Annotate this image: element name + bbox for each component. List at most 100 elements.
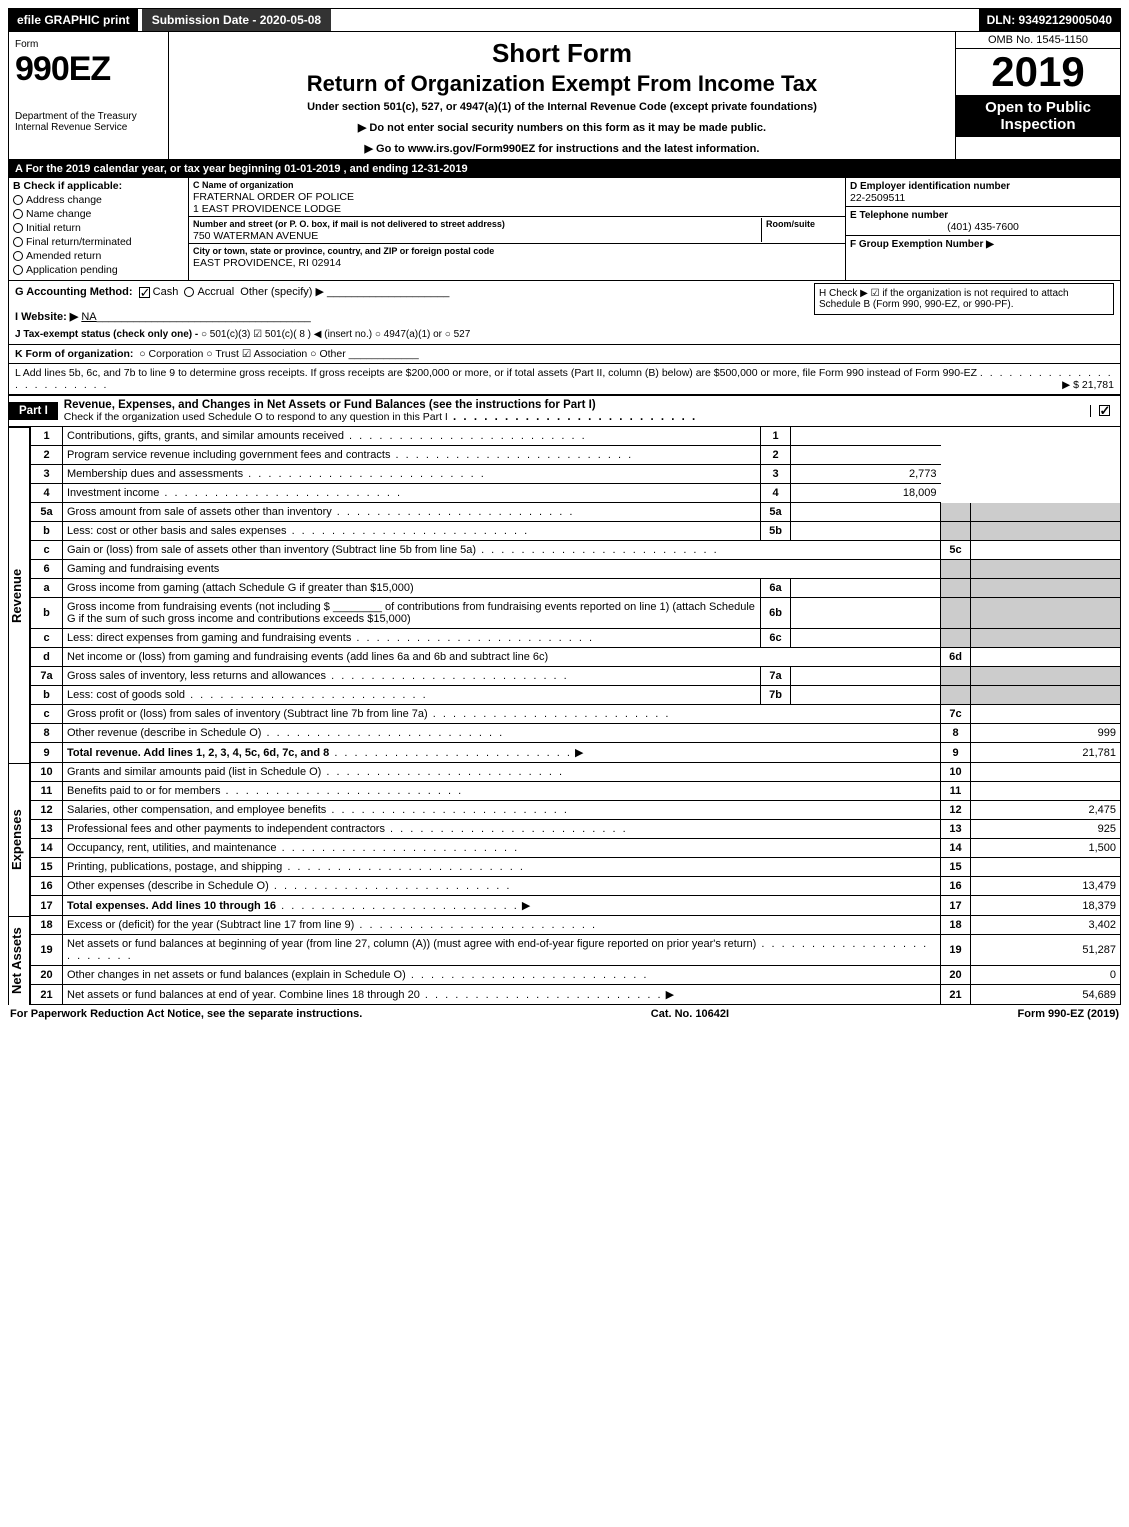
box-b: B Check if applicable: Address change Na… [9, 178, 189, 280]
line-num: d [31, 648, 63, 667]
line-rnum: 4 [761, 484, 791, 503]
table-row: 12Salaries, other compensation, and empl… [31, 801, 1121, 820]
line-value: 0 [971, 966, 1121, 985]
dots [385, 823, 628, 835]
line-desc: Excess or (deficit) for the year (Subtra… [67, 919, 354, 931]
arrow-icon: ▶ [522, 900, 530, 912]
line-rnum: 8 [941, 724, 971, 743]
chk-initial-return[interactable] [13, 223, 23, 233]
table-row: 13Professional fees and other payments t… [31, 820, 1121, 839]
c-name-label: C Name of organization [193, 180, 294, 190]
table-row: 14 Occupancy, rent, utilities, and mainte… [31, 839, 1121, 858]
netassets-side-label: Net Assets [8, 916, 30, 1005]
line-num: 1 [31, 427, 63, 446]
shade-cell [971, 667, 1121, 686]
chk-cash[interactable] [139, 287, 150, 298]
dots [326, 670, 569, 682]
sub-value [791, 686, 941, 705]
dots [220, 785, 463, 797]
shade-cell [941, 579, 971, 598]
form-title: Short Form [175, 38, 949, 69]
j-line: J Tax-exempt status (check only one) - ○… [15, 329, 1114, 340]
line-rnum: 20 [941, 966, 971, 985]
sub-label: 7a [761, 667, 791, 686]
table-row: dNet income or (loss) from gaming and fu… [31, 648, 1121, 667]
sub-label: 7b [761, 686, 791, 705]
i-label: I Website: ▶ [15, 311, 78, 323]
footer-right: Form 990-EZ (2019) [1018, 1008, 1119, 1020]
chk-address-change[interactable] [13, 195, 23, 205]
shade-cell [941, 503, 971, 522]
sub-label: 5a [761, 503, 791, 522]
line-num: 18 [31, 916, 63, 935]
dots [261, 727, 504, 739]
other-label: Other (specify) ▶ [240, 286, 324, 298]
shade-cell [971, 686, 1121, 705]
sub-label: 6b [761, 598, 791, 629]
revenue-table: 1Contributions, gifts, grants, and simil… [30, 427, 1121, 763]
line-num: b [31, 686, 63, 705]
line-desc: Occupancy, rent, utilities, and maintena… [67, 842, 277, 854]
part-i-badge: Part I [9, 402, 58, 420]
chk-amended-return[interactable] [13, 251, 23, 261]
expenses-section: Expenses 10Grants and similar amounts pa… [8, 763, 1121, 916]
table-row: bLess: cost of goods sold7b [31, 686, 1121, 705]
line-rnum: 6d [941, 648, 971, 667]
dots [277, 842, 520, 854]
table-row: bGross income from fundraising events (n… [31, 598, 1121, 629]
line-num: 20 [31, 966, 63, 985]
goto-link[interactable]: ▶ Go to www.irs.gov/Form990EZ for instru… [175, 142, 949, 155]
form-id-block: Form 990EZ Department of the Treasury In… [9, 32, 169, 159]
line-num: 10 [31, 763, 63, 782]
chk-accrual[interactable] [184, 287, 194, 297]
footer-center: Cat. No. 10642I [651, 1008, 729, 1020]
l-row: L Add lines 5b, 6c, and 7b to line 9 to … [8, 364, 1121, 395]
line-value: 2,773 [791, 465, 941, 484]
line-rnum: 10 [941, 763, 971, 782]
box-ghij: G Accounting Method: Cash Accrual Other … [8, 281, 1121, 345]
dots [159, 487, 402, 499]
part-i-checkbox[interactable] [1090, 405, 1120, 417]
line-num: a [31, 579, 63, 598]
line-rnum: 5c [941, 541, 971, 560]
chk-label: Name change [26, 208, 91, 220]
f-label: F Group Exemption Number ▶ [850, 239, 994, 250]
netassets-table: 18 Excess or (deficit) for the year (Subt… [30, 916, 1121, 1005]
line-num: 6 [31, 560, 63, 579]
line-value: 3,402 [971, 916, 1121, 935]
line-num: 8 [31, 724, 63, 743]
table-row: 4Investment income418,009 [31, 484, 1121, 503]
line-rnum: 12 [941, 801, 971, 820]
chk-application-pending[interactable] [13, 265, 23, 275]
line-value: 54,689 [971, 985, 1121, 1005]
line-desc: Other expenses (describe in Schedule O) [67, 880, 269, 892]
org-name: FRATERNAL ORDER OF POLICE [193, 191, 354, 203]
line-desc: Total expenses. Add lines 10 through 16 [67, 900, 276, 912]
dots [420, 989, 663, 1001]
line-num: 7a [31, 667, 63, 686]
line-value [971, 541, 1121, 560]
line-num: c [31, 541, 63, 560]
line-desc: Gross income from fundraising events (no… [63, 598, 761, 629]
table-row: 7aGross sales of inventory, less returns… [31, 667, 1121, 686]
line-desc: Gross income from gaming (attach Schedul… [63, 579, 761, 598]
line-num: 14 [31, 839, 63, 858]
table-row: 11Benefits paid to or for members11 [31, 782, 1121, 801]
j-options: ○ 501(c)(3) ☑ 501(c)( 8 ) ◀ (insert no.)… [201, 329, 470, 340]
ein-value: 22-2509511 [850, 192, 905, 204]
efile-print-button[interactable]: efile GRAPHIC print [9, 9, 138, 31]
c-city-label: City or town, state or province, country… [193, 246, 494, 256]
chk-name-change[interactable] [13, 209, 23, 219]
table-row: 18 Excess or (deficit) for the year (Subt… [31, 916, 1121, 935]
line-desc: Professional fees and other payments to … [67, 823, 385, 835]
table-row: 15Printing, publications, postage, and s… [31, 858, 1121, 877]
form-subtitle: Return of Organization Exempt From Incom… [175, 71, 949, 97]
chk-final-return[interactable] [13, 237, 23, 247]
footer: For Paperwork Reduction Act Notice, see … [8, 1005, 1121, 1023]
chk-label: Final return/terminated [26, 236, 132, 248]
header-right: OMB No. 1545-1150 2019 Open to Public In… [955, 32, 1120, 159]
k-label: K Form of organization: [15, 348, 133, 360]
dots [332, 506, 575, 518]
table-row: 2Program service revenue including gover… [31, 446, 1121, 465]
line-rnum: 9 [941, 743, 971, 763]
